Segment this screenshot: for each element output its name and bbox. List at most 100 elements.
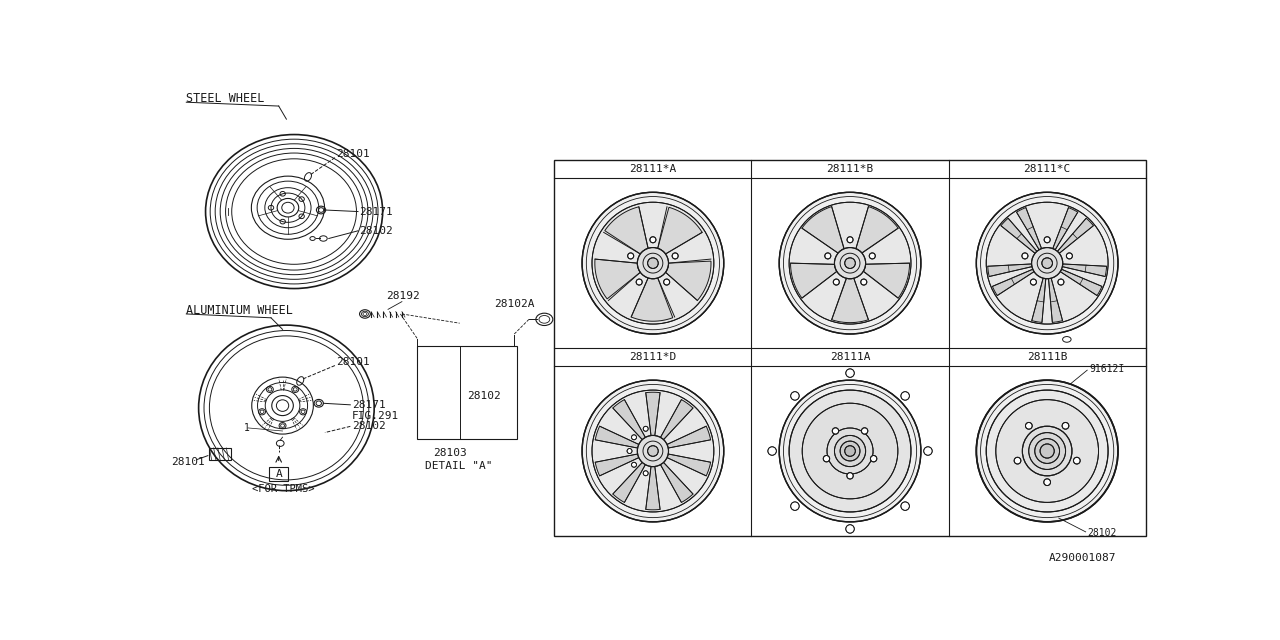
Polygon shape (1048, 278, 1062, 323)
Text: 28192: 28192 (387, 291, 420, 301)
Text: 28102: 28102 (1087, 529, 1116, 538)
Text: A290001087: A290001087 (1048, 553, 1116, 563)
Ellipse shape (832, 428, 838, 434)
Text: DETAIL "A": DETAIL "A" (425, 461, 493, 470)
Ellipse shape (860, 279, 867, 285)
Ellipse shape (1074, 458, 1080, 464)
Ellipse shape (788, 390, 911, 512)
Text: 28101: 28101 (172, 457, 205, 467)
Ellipse shape (803, 403, 897, 499)
Ellipse shape (847, 237, 852, 243)
Text: 28101: 28101 (337, 356, 370, 367)
Ellipse shape (1043, 479, 1051, 486)
Text: 28111*B: 28111*B (827, 164, 874, 174)
Ellipse shape (780, 192, 920, 334)
Text: 28171: 28171 (352, 400, 385, 410)
Text: 28102: 28102 (352, 421, 385, 431)
Ellipse shape (1066, 253, 1073, 259)
Polygon shape (658, 207, 703, 254)
Ellipse shape (835, 435, 865, 467)
Polygon shape (595, 454, 640, 476)
Ellipse shape (644, 471, 648, 476)
Ellipse shape (631, 435, 636, 440)
Ellipse shape (845, 258, 855, 268)
Ellipse shape (1014, 458, 1021, 464)
Ellipse shape (1034, 438, 1060, 463)
Ellipse shape (1044, 237, 1050, 243)
Polygon shape (1060, 269, 1102, 296)
Text: 28102A: 28102A (494, 299, 535, 309)
Ellipse shape (1042, 258, 1052, 268)
Text: ALUMINIUM WHEEL: ALUMINIUM WHEEL (187, 303, 293, 317)
Ellipse shape (870, 456, 877, 462)
Ellipse shape (901, 392, 909, 400)
Ellipse shape (977, 192, 1117, 334)
Ellipse shape (833, 279, 840, 285)
Ellipse shape (650, 237, 655, 243)
Ellipse shape (827, 428, 873, 474)
Ellipse shape (637, 435, 668, 467)
Ellipse shape (869, 253, 876, 259)
Polygon shape (832, 278, 868, 323)
Ellipse shape (644, 426, 648, 431)
Ellipse shape (768, 447, 777, 455)
Ellipse shape (845, 445, 855, 456)
Polygon shape (1062, 264, 1107, 276)
Ellipse shape (780, 380, 920, 522)
Ellipse shape (648, 445, 658, 456)
Text: 91612I: 91612I (1089, 364, 1125, 374)
Text: 28111A: 28111A (829, 352, 870, 362)
Ellipse shape (791, 502, 799, 510)
Polygon shape (645, 465, 660, 510)
Ellipse shape (986, 390, 1108, 512)
Text: 28171: 28171 (360, 207, 393, 216)
Ellipse shape (996, 399, 1098, 502)
Ellipse shape (840, 441, 860, 461)
Polygon shape (604, 207, 648, 254)
Text: 28102: 28102 (360, 226, 393, 236)
Ellipse shape (627, 253, 634, 259)
Ellipse shape (591, 202, 714, 324)
Ellipse shape (1023, 426, 1071, 476)
Polygon shape (992, 269, 1034, 296)
Ellipse shape (1032, 248, 1062, 279)
Ellipse shape (582, 192, 723, 334)
Text: 28101: 28101 (337, 148, 370, 159)
Bar (270, 467, 288, 481)
Ellipse shape (835, 248, 865, 279)
Polygon shape (666, 454, 710, 476)
Polygon shape (1001, 218, 1037, 253)
Ellipse shape (1062, 422, 1069, 429)
Text: FIG.291: FIG.291 (352, 411, 399, 420)
Polygon shape (1032, 278, 1046, 323)
Ellipse shape (1041, 444, 1055, 458)
Bar (210, 448, 230, 460)
Polygon shape (856, 207, 899, 253)
Ellipse shape (631, 462, 636, 467)
Polygon shape (1016, 207, 1042, 250)
Polygon shape (864, 263, 910, 298)
Polygon shape (613, 461, 646, 502)
Polygon shape (659, 461, 692, 502)
Ellipse shape (824, 253, 831, 259)
Ellipse shape (663, 279, 669, 285)
Ellipse shape (846, 525, 854, 533)
Polygon shape (659, 399, 692, 441)
Polygon shape (613, 399, 646, 441)
Ellipse shape (1029, 433, 1065, 469)
Text: 1: 1 (244, 423, 250, 433)
Ellipse shape (901, 502, 909, 510)
Text: 28111*A: 28111*A (630, 164, 677, 174)
Text: 28111*C: 28111*C (1024, 164, 1071, 174)
Polygon shape (631, 278, 673, 321)
Polygon shape (1057, 218, 1093, 253)
Ellipse shape (788, 202, 911, 324)
Ellipse shape (924, 447, 932, 455)
Ellipse shape (986, 202, 1108, 324)
Polygon shape (791, 263, 837, 298)
Ellipse shape (846, 369, 854, 378)
Text: STEEL WHEEL: STEEL WHEEL (187, 92, 265, 105)
Polygon shape (595, 259, 640, 299)
Polygon shape (595, 426, 640, 448)
Ellipse shape (672, 253, 678, 259)
